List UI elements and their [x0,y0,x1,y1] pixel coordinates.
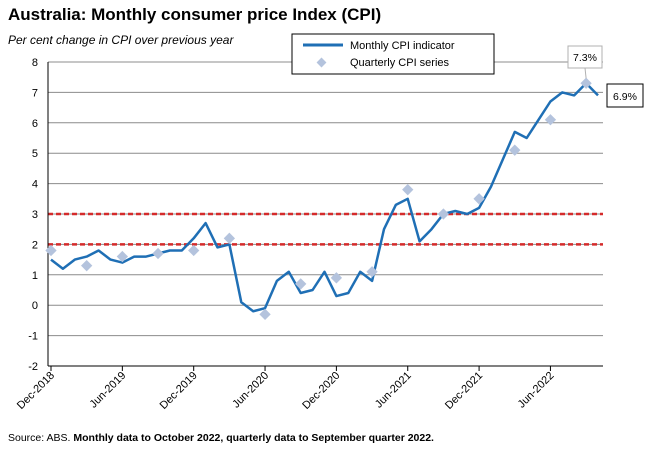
monthly-cpi-line [50,82,599,313]
legend-box [291,33,495,75]
callout-label-monthly: 6.9% [613,91,637,103]
source-note: Source: ABS. [8,432,71,444]
y-tick-label: 4 [32,179,38,191]
y-tick-label: 5 [32,148,38,160]
quarterly-cpi-point [330,272,343,284]
callout-label-quarterly: 7.3% [573,52,597,64]
y-tick-label: 7 [32,87,38,99]
quarterly-cpi-point [295,278,307,290]
legend-label-quarterly: Quarterly CPI series [350,57,450,69]
callout-box-monthly [606,83,644,108]
x-tick-label: Dec-2021 [443,370,485,412]
quarterly-cpi-point [473,193,485,205]
y-tick-label: 0 [32,300,38,312]
legend: Monthly CPI indicator Quarterly CPI seri… [291,33,495,75]
quarterly-cpi-point [223,232,236,244]
cpi-line-chart: -2 -1 0 1 2 3 4 5 6 7 8 Dec-2018 Jun-2019 Dec-2019 Jun… [15,33,644,412]
x-tick-label: Jun-2021 [373,370,414,411]
data-note: Monthly data to October 2022, quarterly … [73,432,434,444]
chart-title: Australia: Monthly consumer price Index … [8,5,382,24]
y-tick-label: 3 [32,209,38,221]
y-tick-label: -2 [28,361,38,373]
x-tick-label: Dec-2020 [300,370,342,412]
chart-footer: Source: ABS. Monthly data to October 202… [8,432,434,444]
y-tick-label: 2 [32,239,38,251]
y-tick-label: 8 [32,57,38,69]
quarterly-cpi-point [152,247,164,260]
callout-leader [584,67,587,79]
legend-label-monthly: Monthly CPI indicator [350,40,455,52]
quarterly-cpi-point [437,208,450,220]
quarterly-cpi-point [259,308,271,320]
quarterly-cpi-point [509,144,521,156]
y-tick-label: -1 [28,331,38,343]
chart-subtitle: Per cent change in CPI over previous yea… [8,33,234,47]
quarterly-cpi-point [45,244,57,257]
y-tick-label: 1 [32,270,38,282]
quarterly-cpi-point [188,244,200,257]
x-tick-label: Dec-2018 [15,370,57,412]
x-tick-label: Jun-2019 [88,370,129,411]
quarterly-cpi-point [544,114,557,126]
x-tick-label: Jun-2022 [516,370,557,411]
y-tick-label: 6 [32,118,38,130]
quarterly-cpi-point [366,266,378,278]
x-tick-label: Jun-2020 [230,370,271,411]
quarterly-cpi-point [81,260,93,272]
x-tick-label: Dec-2019 [158,370,200,412]
quarterly-cpi-point [402,184,414,196]
